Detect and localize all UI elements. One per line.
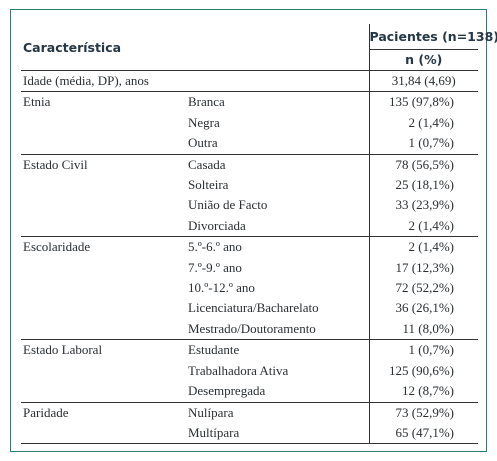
subcategory-label: Nulípara: [184, 401, 370, 423]
table-row: Escolaridade 5.º-6.º ano 2 (1,4%): [21, 236, 479, 258]
table-row: Multípara 65 (47,1%): [21, 422, 479, 445]
subheader-row: n (%): [21, 49, 479, 71]
subcategory-label: 7.º-9.º ano: [188, 259, 242, 275]
table-row: Mestrado/Doutoramento 11 (8,0%): [21, 318, 479, 340]
header-group: Pacientes (n=138): [368, 24, 497, 50]
subcategory-label: Desempregada: [188, 383, 266, 399]
count-percent-value: 65 (47,1%): [368, 422, 479, 445]
count-percent-value: 78 (56,5%): [368, 153, 479, 176]
table-row: Estado Laboral Estudante 1 (0,7%): [21, 339, 479, 361]
table-row-age: Idade (média, DP), anos 31,84 (4,69): [21, 69, 479, 92]
count-percent-value: 11 (8,0%): [368, 318, 479, 340]
subcategory-label: Divorciada: [188, 217, 246, 233]
table-row: Outra 1 (0,7%): [21, 133, 479, 155]
count-percent-value: 2 (1,4%): [368, 215, 479, 237]
table-row: Divorciada 2 (1,4%): [21, 215, 479, 237]
table-row: Negra 2 (1,4%): [21, 112, 479, 134]
count-percent-value: 33 (23,9%): [368, 195, 479, 216]
demographics-table: Característica Pacientes (n=138) n (%) I…: [21, 24, 497, 445]
category-label: [21, 195, 184, 215]
category-label: [21, 361, 184, 381]
subcategory-label: Outra: [188, 135, 218, 151]
category-label: Estado Civil: [21, 153, 184, 176]
category-label: Etnia: [21, 91, 184, 113]
table-row: Solteira 25 (18,1%): [21, 175, 479, 196]
category-label: [21, 258, 184, 278]
age-label: Idade (média, DP), anos: [21, 69, 370, 92]
subcategory-label: Casada: [184, 153, 370, 176]
subcategory-label: Trabalhadora Ativa: [188, 362, 289, 378]
table-row: Desempregada 12 (8,7%): [21, 381, 479, 402]
header-characteristic: Característica: [23, 39, 122, 55]
count-percent-value: 1 (0,7%): [368, 339, 479, 361]
subcategory-label: 5.º-6.º ano: [184, 236, 370, 258]
category-label: [21, 216, 184, 237]
count-percent-value: 1 (0,7%): [368, 133, 479, 155]
count-percent-value: 17 (12,3%): [368, 257, 479, 279]
count-percent-value: 25 (18,1%): [368, 175, 479, 196]
category-label: [21, 133, 184, 154]
subcategory-label: Estudante: [184, 339, 370, 361]
age-value: 31,84 (4,69): [368, 69, 479, 92]
table-row: Paridade Nulípara 73 (52,9%): [21, 401, 479, 423]
header-n-percent: n (%): [368, 49, 479, 71]
category-label: [21, 113, 184, 133]
subcategory-label: Licenciatura/Bacharelato: [188, 300, 319, 316]
subcategory-label: União de Facto: [188, 197, 268, 213]
table-row: Etnia Branca 135 (97,8%): [21, 91, 479, 113]
table-row: Estado Civil Casada 78 (56,5%): [21, 153, 479, 176]
count-percent-value: 36 (26,1%): [368, 298, 479, 319]
category-label: [21, 422, 184, 445]
subcategory-label: Mestrado/Doutoramento: [188, 320, 316, 336]
count-percent-value: 135 (97,8%): [368, 91, 479, 113]
table-frame: [10, 9, 487, 452]
count-percent-value: 12 (8,7%): [368, 381, 479, 402]
count-percent-value: 2 (1,4%): [368, 236, 479, 258]
count-percent-value: 2 (1,4%): [368, 112, 479, 134]
category-label: [21, 319, 184, 340]
subcategory-label: Negra: [188, 114, 220, 130]
count-percent-value: 73 (52,9%): [368, 401, 479, 423]
table-row: União de Facto 33 (23,9%): [21, 195, 479, 216]
header-row: Característica Pacientes (n=138): [21, 24, 497, 55]
table-row: Licenciatura/Bacharelato 36 (26,1%): [21, 298, 479, 319]
count-percent-value: 125 (90,6%): [368, 360, 479, 382]
subcategory-label: Solteira: [188, 177, 229, 193]
category-label: [21, 175, 184, 195]
category-label: Estado Laboral: [21, 339, 184, 361]
category-label: Escolaridade: [21, 236, 184, 258]
category-label: Paridade: [21, 401, 184, 423]
subcategory-label: 10.º-12.º ano: [188, 280, 255, 296]
subcategory-label: Branca: [184, 91, 370, 113]
table-row: Trabalhadora Ativa 125 (90,6%): [21, 360, 479, 382]
category-label: [21, 381, 184, 402]
table-row: 10.º-12.º ano 72 (52,2%): [21, 278, 479, 299]
category-label: [21, 278, 184, 298]
category-label: [21, 298, 184, 318]
table-row: 7.º-9.º ano 17 (12,3%): [21, 257, 479, 279]
subcategory-label: Multípara: [184, 422, 370, 445]
count-percent-value: 72 (52,2%): [368, 278, 479, 299]
